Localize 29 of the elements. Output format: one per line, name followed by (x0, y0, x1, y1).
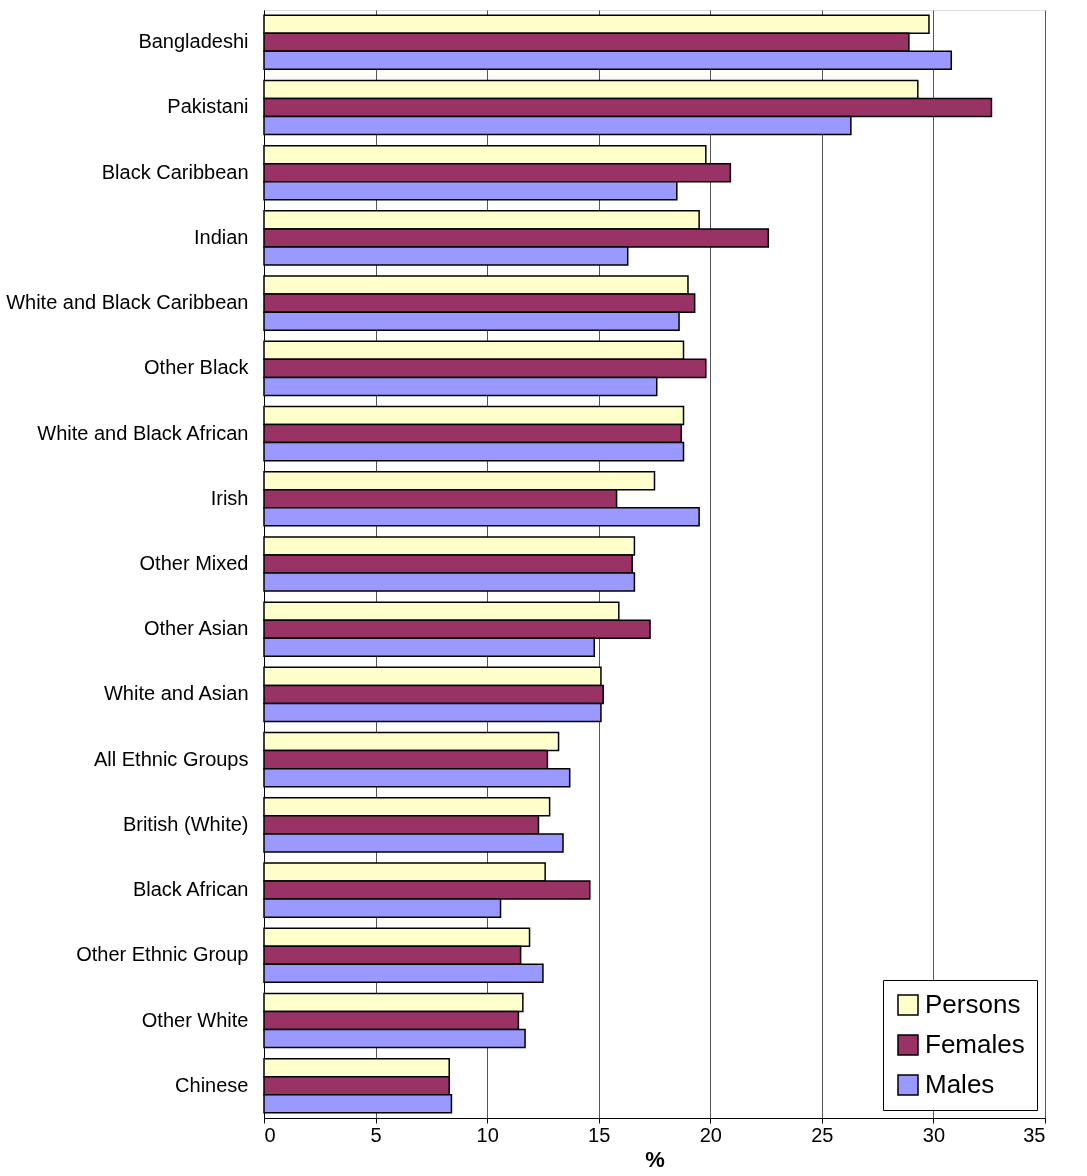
y-tick-label: Indian (194, 225, 249, 248)
y-tick-label: All Ethnic Groups (93, 747, 249, 770)
y-tick-label: White and Black Caribbean (6, 291, 249, 314)
x-tick-label: 20 (699, 1123, 722, 1146)
y-tick-label: Bangladeshi (138, 30, 249, 53)
legend-label: Females (925, 1029, 1025, 1059)
y-tick-label: British (White) (122, 812, 249, 835)
y-tick-label: Other Asian (143, 617, 249, 640)
y-tick-label: Other White (141, 1008, 249, 1031)
legend-label: Males (925, 1069, 995, 1099)
y-tick-label: Other Mixed (139, 552, 249, 574)
x-tick-label: 0 (264, 1123, 276, 1146)
x-tick-label: 25 (811, 1123, 834, 1146)
y-tick-label: Chinese (175, 1073, 249, 1096)
x-tick-label: 30 (922, 1123, 946, 1146)
y-tick-label: Other Ethnic Group (76, 943, 249, 966)
x-tick-label: 15 (588, 1123, 611, 1146)
y-tick-label: Pakistani (167, 95, 249, 118)
y-tick-label: Irish (210, 486, 249, 509)
x-tick-label: 5 (370, 1123, 382, 1146)
legend-label: Persons (925, 989, 1021, 1019)
y-tick-label: Black Caribbean (101, 160, 249, 183)
x-axis-title: % (645, 1146, 665, 1172)
x-tick-label: 10 (476, 1123, 499, 1146)
y-tick-label: White and Asian (103, 682, 249, 705)
x-tick-label: 35 (1023, 1123, 1046, 1146)
y-tick-label: White and Black African (37, 421, 249, 444)
y-tick-label: Black African (132, 878, 249, 901)
y-tick-label: Other Black (144, 356, 250, 379)
